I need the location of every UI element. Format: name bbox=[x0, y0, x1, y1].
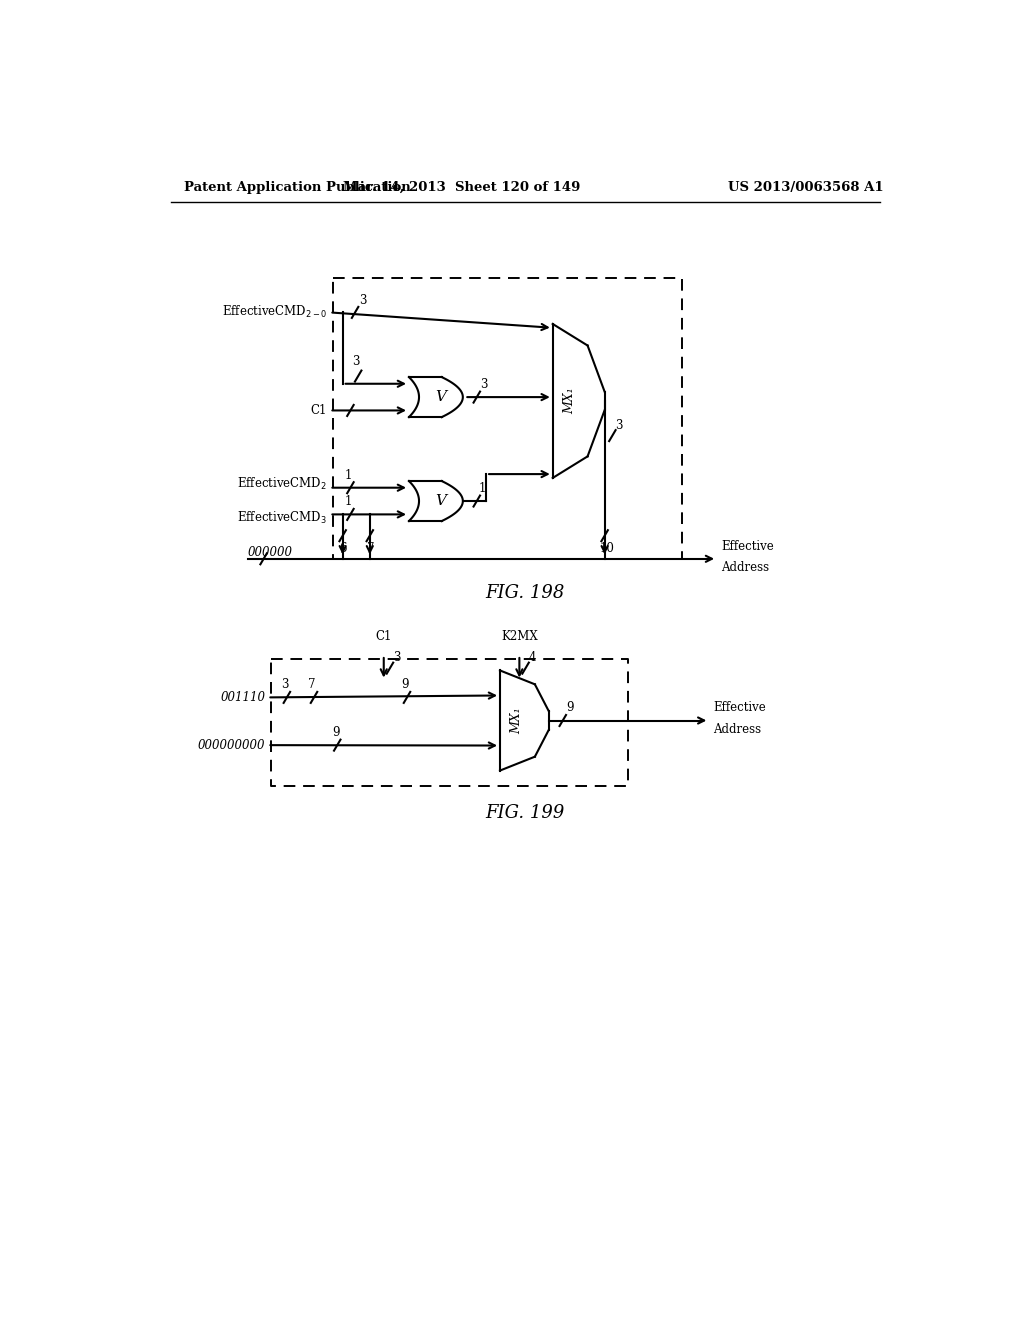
Text: 000000: 000000 bbox=[248, 546, 293, 560]
Text: EffectiveCMD$_{3}$: EffectiveCMD$_{3}$ bbox=[238, 511, 328, 527]
Text: 9: 9 bbox=[332, 726, 339, 739]
Text: 1: 1 bbox=[478, 482, 485, 495]
Text: FIG. 199: FIG. 199 bbox=[485, 804, 564, 822]
Text: Patent Application Publication: Patent Application Publication bbox=[183, 181, 411, 194]
Text: EffectiveCMD$_{2}$: EffectiveCMD$_{2}$ bbox=[238, 475, 328, 492]
Text: 3: 3 bbox=[480, 378, 487, 391]
Text: Effective: Effective bbox=[713, 701, 766, 714]
Text: FIG. 198: FIG. 198 bbox=[485, 585, 564, 602]
Text: C1: C1 bbox=[376, 631, 392, 644]
Text: 3: 3 bbox=[359, 294, 367, 308]
Text: 6: 6 bbox=[340, 543, 347, 554]
Text: 4: 4 bbox=[528, 651, 537, 664]
Text: MX₁: MX₁ bbox=[511, 708, 523, 734]
Text: 9: 9 bbox=[566, 701, 573, 714]
Text: 9: 9 bbox=[401, 678, 409, 692]
Text: 3: 3 bbox=[281, 678, 288, 692]
Text: K2MX: K2MX bbox=[501, 631, 538, 644]
Text: 000000000: 000000000 bbox=[198, 739, 265, 751]
Text: 001110: 001110 bbox=[220, 690, 265, 704]
Text: 1: 1 bbox=[344, 469, 351, 482]
Text: 1: 1 bbox=[344, 495, 351, 508]
Text: Effective: Effective bbox=[721, 540, 773, 553]
Text: EffectiveCMD$_{2-0}$: EffectiveCMD$_{2-0}$ bbox=[222, 305, 328, 321]
Text: US 2013/0063568 A1: US 2013/0063568 A1 bbox=[728, 181, 884, 194]
Text: Mar. 14, 2013  Sheet 120 of 149: Mar. 14, 2013 Sheet 120 of 149 bbox=[343, 181, 580, 194]
Text: V: V bbox=[435, 494, 445, 508]
Text: Address: Address bbox=[713, 723, 761, 735]
Text: 7: 7 bbox=[367, 543, 374, 554]
Text: 3: 3 bbox=[615, 418, 623, 432]
Text: 3: 3 bbox=[352, 355, 359, 368]
Text: 7: 7 bbox=[308, 678, 315, 692]
Text: C1: C1 bbox=[311, 404, 328, 417]
Text: 3: 3 bbox=[393, 651, 400, 664]
Text: MX₁: MX₁ bbox=[563, 388, 577, 414]
Text: Address: Address bbox=[721, 561, 769, 574]
Text: 10: 10 bbox=[600, 543, 614, 554]
Text: V: V bbox=[435, 391, 445, 404]
